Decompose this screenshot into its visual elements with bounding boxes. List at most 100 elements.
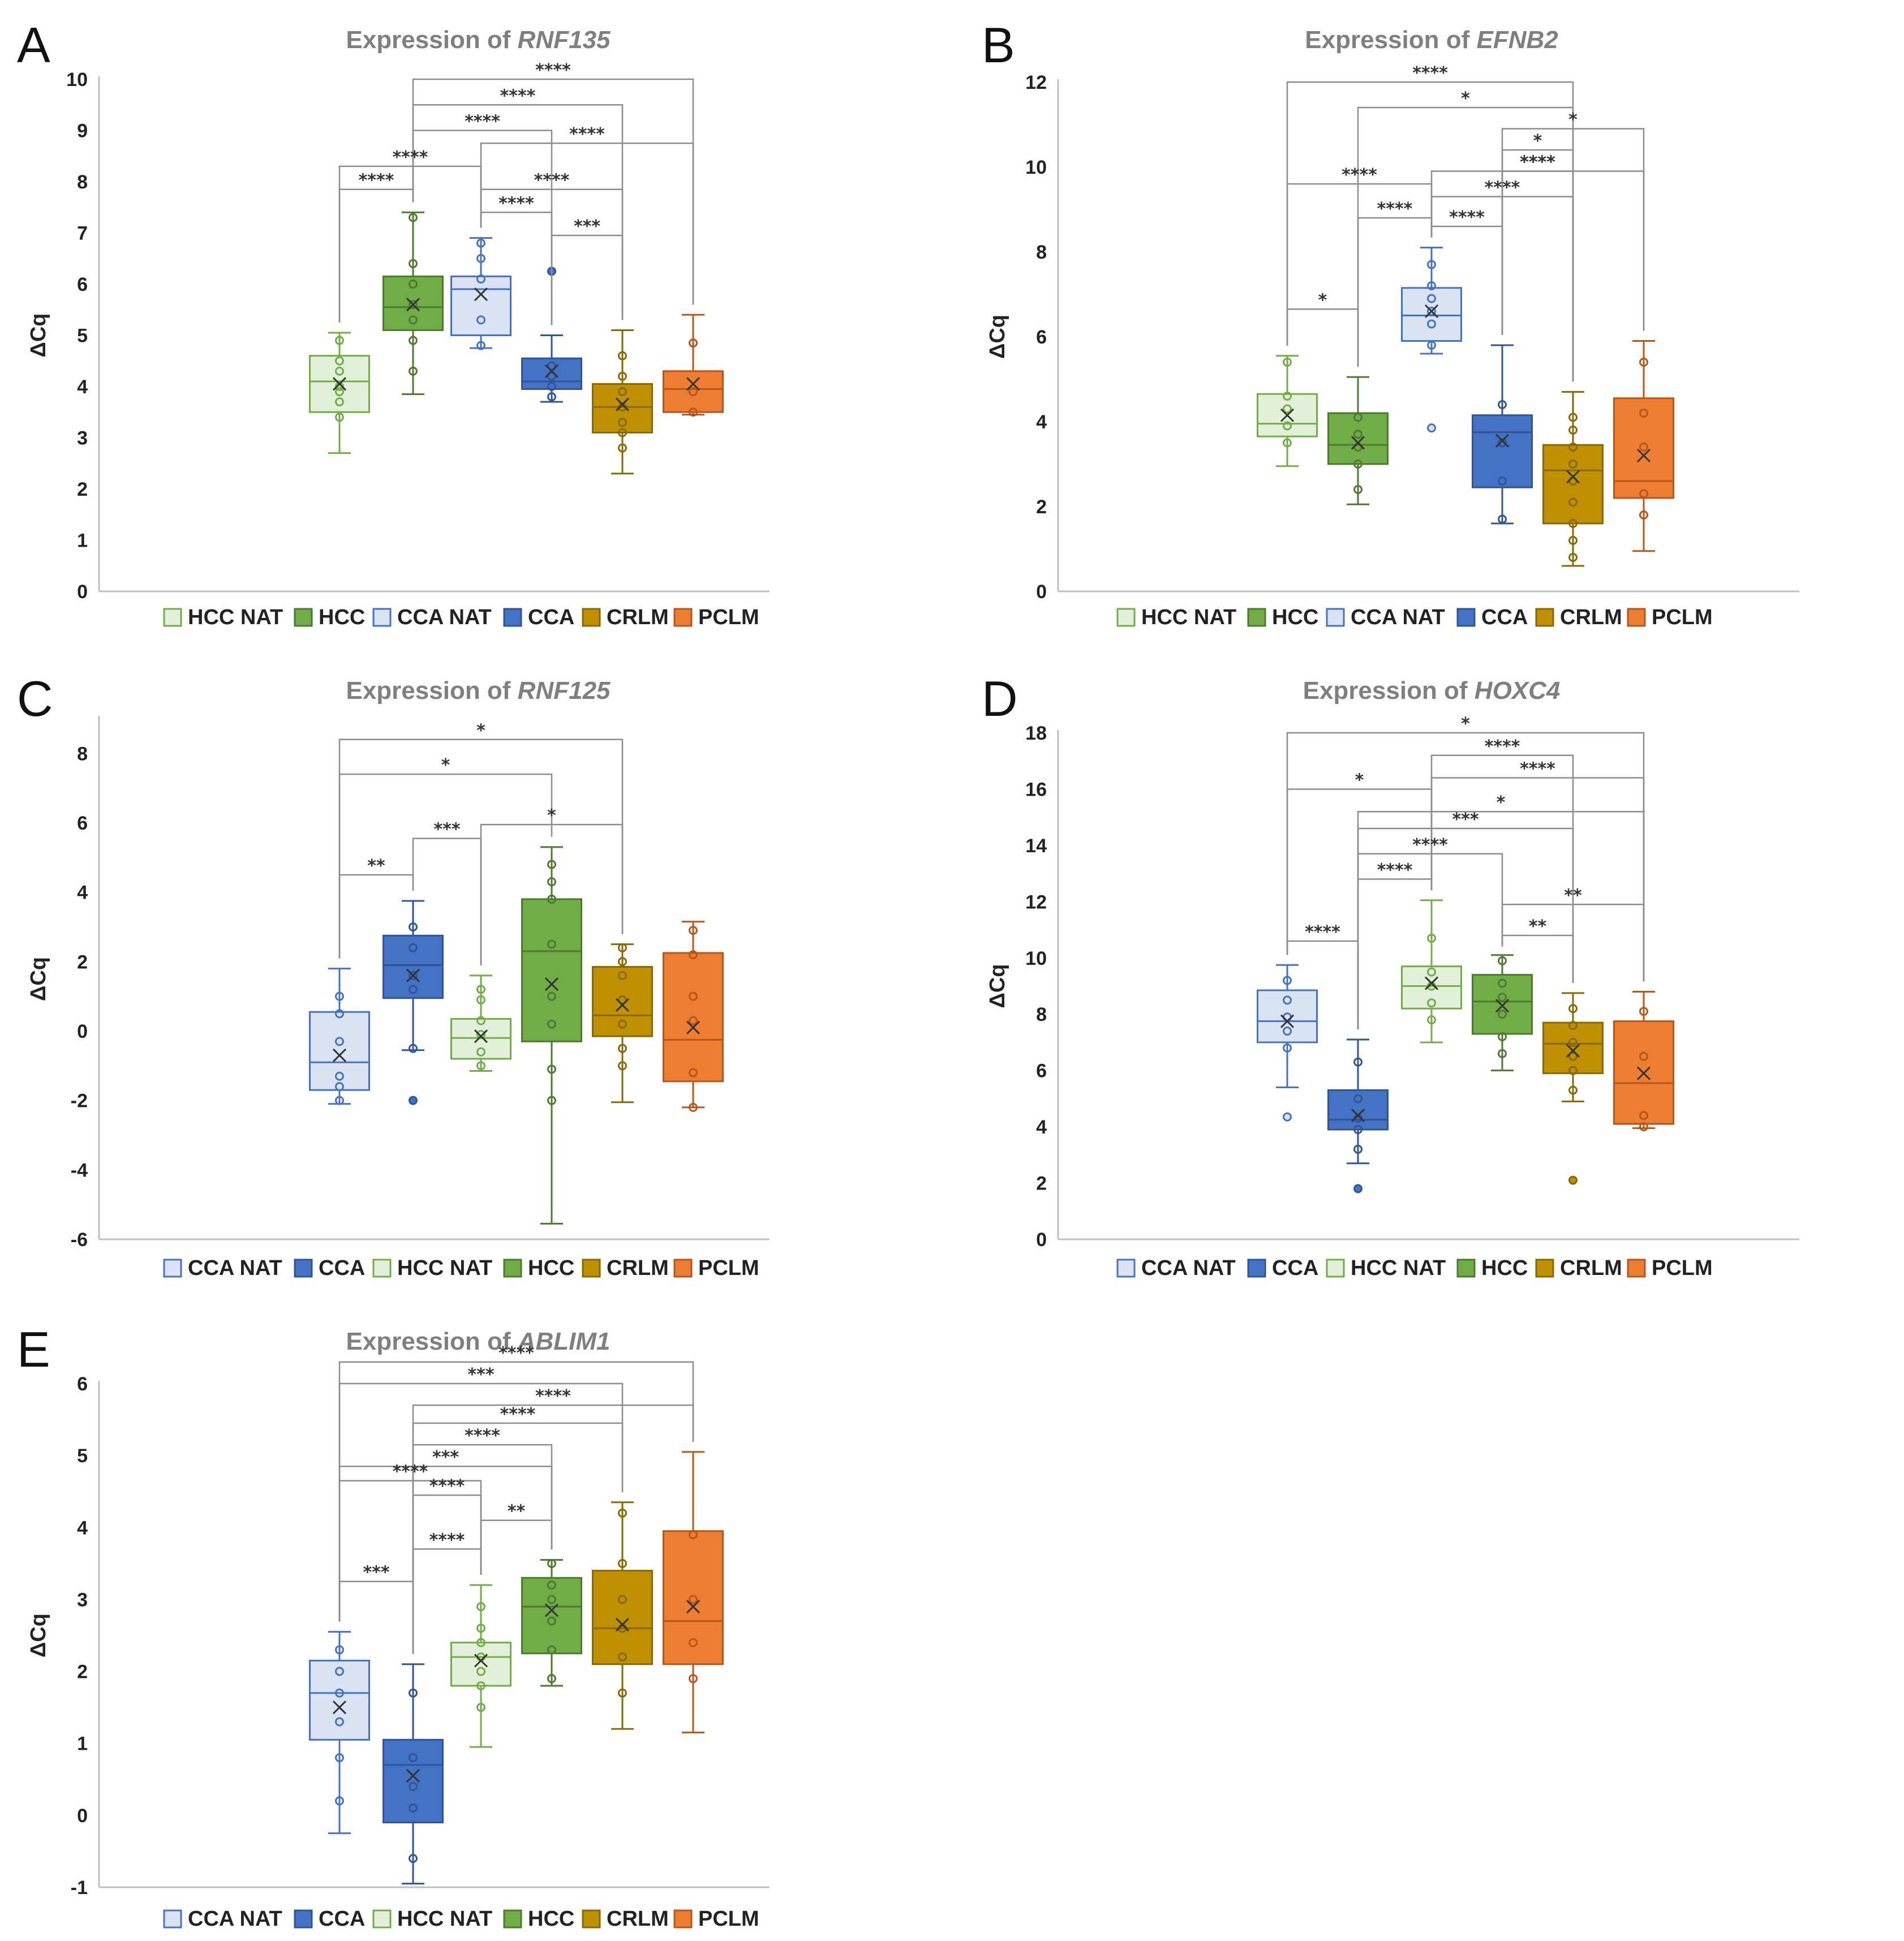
significance-label: *** [363,1563,389,1583]
significance-bracket: ** [480,1502,553,1575]
legend-swatch [294,1259,313,1278]
box-cca-nat [309,968,370,1105]
legend-swatch [1627,1259,1646,1278]
bracket-line [551,234,624,325]
y-tick-label: 8 [77,171,88,193]
box-cca-nat [1257,964,1318,1122]
significance-label: * [1461,714,1470,734]
mean-marker [406,1768,420,1783]
data-point [689,1530,698,1539]
data-point [1498,993,1507,1002]
data-point [618,1019,627,1029]
data-point [335,1753,344,1763]
chart-title-prefix: Expression of [1305,26,1476,54]
significance-bracket: * [1286,290,1359,367]
chart-title: Expression of HOXC4 [1303,677,1561,705]
legend-label: CCA [1272,1256,1318,1280]
bracket-line [1286,732,1645,982]
y-tick-label: 12 [1025,72,1047,93]
data-point [335,366,344,376]
significance-bracket: **** [412,1530,482,1654]
significance-bracket: **** [1357,861,1433,1029]
data-point [1283,995,1292,1005]
data-point [618,957,627,967]
box-cca-nat [450,237,512,350]
significance-label: * [1568,110,1578,130]
panel-e: E Expression of ABLIM1ΔCq-10123456*******… [17,1321,770,1931]
significance-label: **** [535,1386,571,1406]
data-point [335,1645,344,1655]
significance-label: **** [465,112,500,132]
data-point [335,336,344,345]
data-point [547,860,556,869]
y-tick-label: 10 [66,69,88,91]
data-point [547,392,556,402]
legend-label: HCC NAT [397,1907,492,1931]
data-point [547,991,556,1001]
box-crlm [1542,391,1604,567]
box-cca-nat [1401,247,1462,433]
significance-label: * [1533,131,1542,151]
significance-label: ** [1529,917,1547,937]
box-pclm [663,921,724,1112]
mean-marker [1424,304,1439,319]
data-point [1427,998,1436,1008]
data-point [409,1043,418,1053]
y-tick-label: 2 [77,479,88,500]
legend-entry: PCLM [1627,606,1713,629]
significance-label: ** [367,856,385,876]
significance-label: *** [574,217,600,237]
data-point [1353,1144,1363,1154]
significance-label: **** [500,1405,536,1424]
significance-label: **** [1342,165,1377,185]
data-point [618,443,627,453]
y-tick-label: 0 [1036,581,1047,603]
box-pclm [663,314,724,417]
significance-label: * [1355,770,1364,790]
y-tick-label: 4 [1036,1116,1047,1138]
y-tick-label: 0 [1036,1229,1047,1251]
data-point [618,1688,627,1698]
box-iqr [1472,974,1533,1035]
significance-bracket: **** [1430,178,1574,382]
data-point [547,1616,556,1626]
data-point [1568,1021,1578,1030]
data-point [1568,1037,1578,1047]
box-iqr [521,898,582,1042]
y-tick-label: 2 [1036,496,1047,518]
data-point [1639,409,1648,418]
significance-label: **** [1520,759,1555,779]
data-point [547,1096,556,1105]
box-iqr [663,1530,724,1665]
data-point [1568,1051,1578,1061]
box-hcc-nat [450,974,512,1072]
legend-swatch [503,1909,522,1929]
data-point [547,1558,556,1568]
data-point [476,1667,485,1676]
box-crlm [592,943,653,1103]
legend-label: CRLM [1560,1256,1622,1280]
data-point [618,418,627,427]
data-point [409,1854,418,1863]
box-hcc [382,211,444,396]
legend-label: CCA [1481,606,1528,629]
box-iqr [521,1577,582,1655]
bracket-line [412,1494,482,1654]
bracket-line [338,874,414,959]
legend-label: HCC NAT [188,606,283,629]
outlier-point [1353,1184,1363,1193]
significance-label: **** [1412,835,1448,855]
legend-label: CRLM [607,606,669,629]
y-tick-label: -6 [71,1229,88,1251]
legend-label: CCA NAT [188,1256,282,1280]
legend-label: CRLM [1560,606,1622,629]
box-hcc [1472,954,1533,1072]
box-crlm [592,1501,653,1730]
data-point [409,213,418,222]
bracket-line [1286,788,1433,955]
data-point [1498,1010,1507,1019]
data-point [1283,421,1292,431]
significance-bracket: *** [338,1563,414,1654]
legend-swatch [372,1909,392,1929]
data-point [618,371,627,381]
